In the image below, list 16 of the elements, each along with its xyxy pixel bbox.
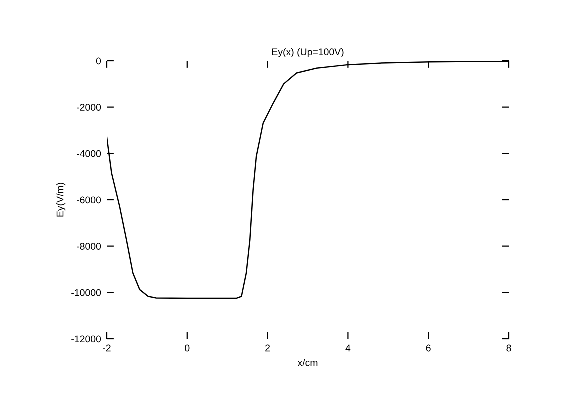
y-tick-label: 0	[96, 58, 102, 65]
y-tick-label: -6000	[77, 196, 102, 204]
x-axis-title: x/cm	[298, 359, 318, 366]
y-tick-label: -8000	[77, 243, 102, 250]
x-tick-label: -2	[103, 344, 111, 352]
x-tick-label: 8	[506, 344, 512, 352]
y-tick-label: -10000	[72, 289, 102, 296]
x-tick-label: 2	[266, 344, 270, 352]
y-tick-label: -12000	[72, 336, 102, 343]
x-tick-label: 4	[346, 344, 351, 352]
x-tick-label: 0	[185, 344, 190, 352]
y-tick-label: -2000	[77, 104, 102, 111]
y-axis-title: Ey(V/m)	[56, 183, 66, 217]
chart-title: Ey(x) (Up=100V)	[272, 48, 344, 58]
x-tick-label: 6	[426, 344, 431, 352]
y-tick-label: -4000	[77, 150, 102, 158]
